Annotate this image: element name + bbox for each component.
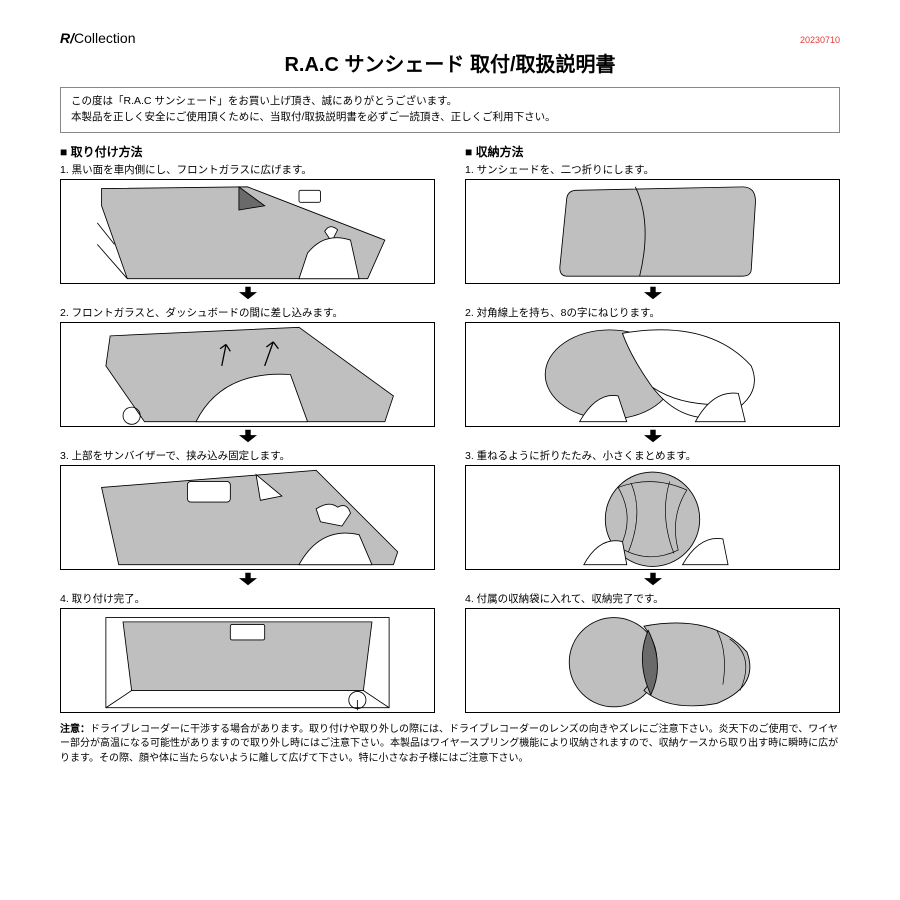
right-step-1: 1. サンシェードを、二つ折りにします。 — [465, 162, 840, 284]
left-step-3: 3. 上部をサンバイザーで、挟み込み固定します。 — [60, 448, 435, 570]
illustration-l2 — [60, 322, 435, 427]
step-text: 4. 付属の収納袋に入れて、収納完了です。 — [465, 591, 840, 606]
arrow-icon — [60, 572, 435, 589]
step-text: 2. 対角線上を持ち、8の字にねじります。 — [465, 305, 840, 320]
illustration-r4 — [465, 608, 840, 713]
columns: ■ 取り付け方法 1. 黒い面を車内側にし、フロントガラスに広げます。 2. フ… — [60, 143, 840, 715]
step-text: 4. 取り付け完了。 — [60, 591, 435, 606]
footnote-label: 注意： — [60, 724, 90, 735]
footnote: 注意：ドライブレコーダーに干渉する場合があります。取り付けや取り外しの際には、ド… — [60, 723, 840, 767]
brand-logo: R/ — [60, 30, 74, 46]
arrow-icon — [60, 429, 435, 446]
illustration-r2 — [465, 322, 840, 427]
step-text: 3. 重ねるように折りたたみ、小さくまとめます。 — [465, 448, 840, 463]
notice-box: この度は「R.A.C サンシェード」をお買い上げ頂き、誠にありがとうございます。… — [60, 87, 840, 133]
left-step-2: 2. フロントガラスと、ダッシュボードの間に差し込みます。 — [60, 305, 435, 427]
illustration-l3 — [60, 465, 435, 570]
arrow-icon — [465, 572, 840, 589]
date-code: 20230710 — [800, 35, 840, 45]
step-text: 2. フロントガラスと、ダッシュボードの間に差し込みます。 — [60, 305, 435, 320]
left-column: ■ 取り付け方法 1. 黒い面を車内側にし、フロントガラスに広げます。 2. フ… — [60, 143, 435, 715]
step-text: 3. 上部をサンバイザーで、挟み込み固定します。 — [60, 448, 435, 463]
notice-line-2: 本製品を正しく安全にご使用頂くために、当取付/取扱説明書を必ずご一読頂き、正しく… — [71, 110, 829, 126]
step-text: 1. 黒い面を車内側にし、フロントガラスに広げます。 — [60, 162, 435, 177]
left-heading: ■ 取り付け方法 — [60, 143, 435, 160]
brand: R/Collection — [60, 30, 135, 46]
footnote-body: ドライブレコーダーに干渉する場合があります。取り付けや取り外しの際には、ドライブ… — [60, 724, 838, 764]
right-step-4: 4. 付属の収納袋に入れて、収納完了です。 — [465, 591, 840, 713]
illustration-l1 — [60, 179, 435, 284]
arrow-icon — [60, 286, 435, 303]
brand-name: Collection — [74, 30, 135, 46]
arrow-icon — [465, 429, 840, 446]
illustration-r3 — [465, 465, 840, 570]
notice-line-1: この度は「R.A.C サンシェード」をお買い上げ頂き、誠にありがとうございます。 — [71, 94, 829, 110]
page-title: R.A.C サンシェード 取付/取扱説明書 — [60, 48, 840, 77]
right-heading: ■ 収納方法 — [465, 143, 840, 160]
header: R/Collection 20230710 — [60, 30, 840, 46]
arrow-icon — [465, 286, 840, 303]
left-step-1: 1. 黒い面を車内側にし、フロントガラスに広げます。 — [60, 162, 435, 284]
right-column: ■ 収納方法 1. サンシェードを、二つ折りにします。 2. 対角線上を持ち、8… — [465, 143, 840, 715]
left-step-4: 4. 取り付け完了。 — [60, 591, 435, 713]
illustration-l4 — [60, 608, 435, 713]
right-step-3: 3. 重ねるように折りたたみ、小さくまとめます。 — [465, 448, 840, 570]
illustration-r1 — [465, 179, 840, 284]
right-step-2: 2. 対角線上を持ち、8の字にねじります。 — [465, 305, 840, 427]
step-text: 1. サンシェードを、二つ折りにします。 — [465, 162, 840, 177]
